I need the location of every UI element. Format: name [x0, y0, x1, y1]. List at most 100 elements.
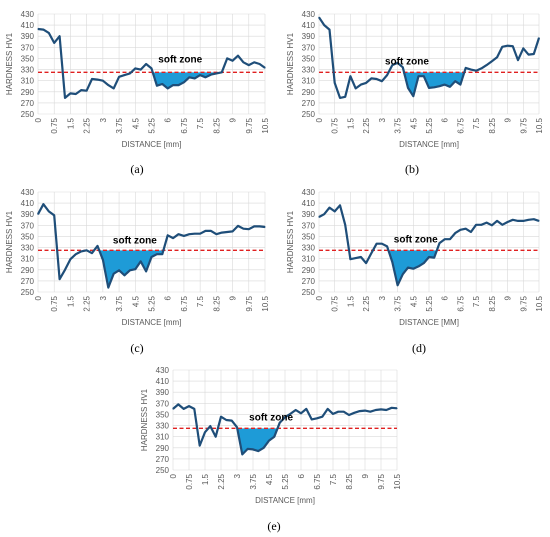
x-tick-label: 7.5	[196, 295, 205, 307]
data-point	[459, 229, 462, 231]
data-point	[221, 71, 223, 73]
data-point	[48, 32, 50, 34]
data-point	[527, 219, 530, 221]
x-tick-label: 2.25	[362, 117, 371, 133]
x-tick-label: 9	[229, 117, 238, 122]
data-point	[423, 75, 425, 77]
data-point	[96, 245, 99, 247]
data-point	[349, 75, 352, 77]
x-tick-label: 1.5	[346, 117, 355, 129]
data-point	[381, 243, 383, 245]
data-point	[188, 405, 190, 407]
x-tick-label: 10.5	[261, 117, 270, 133]
data-point	[348, 414, 350, 416]
y-tick-label: 430	[21, 188, 35, 197]
data-point	[465, 228, 467, 230]
data-point	[221, 231, 223, 234]
x-tick-label: 9	[229, 295, 238, 300]
data-point	[332, 413, 334, 415]
data-point	[226, 231, 228, 233]
data-point	[412, 95, 414, 97]
x-tick-label: 8.25	[212, 117, 221, 133]
y-tick-label: 290	[302, 266, 316, 275]
panel-label: (b)	[405, 162, 419, 176]
y-axis-label: HARDNESS HV1	[140, 388, 149, 451]
data-point	[86, 249, 88, 251]
data-point	[486, 221, 488, 224]
data-point	[323, 24, 325, 26]
x-tick-label: 10.5	[535, 117, 544, 133]
y-tick-label: 390	[156, 388, 170, 397]
data-point	[365, 82, 367, 84]
x-tick-label: 6	[164, 295, 173, 300]
data-point	[380, 408, 382, 411]
y-tick-label: 250	[302, 288, 316, 297]
data-point	[107, 84, 109, 86]
data-point	[360, 256, 362, 258]
data-point	[80, 250, 82, 253]
data-point	[470, 231, 472, 233]
data-point	[527, 53, 530, 56]
data-point	[188, 76, 190, 78]
data-point	[417, 265, 420, 268]
data-point	[134, 67, 136, 70]
data-point	[161, 83, 163, 85]
y-tick-label: 430	[302, 10, 316, 19]
data-point	[444, 238, 446, 240]
x-tick-label: 4.5	[265, 473, 274, 485]
x-tick-label: 3.75	[115, 117, 124, 133]
y-tick-label: 350	[21, 54, 35, 63]
x-tick-label: 3	[99, 117, 108, 122]
data-point	[48, 210, 50, 213]
y-axis-label: HARDNESS HV1	[5, 210, 14, 273]
data-point	[118, 269, 120, 271]
y-tick-label: 410	[21, 199, 35, 208]
data-point	[506, 221, 509, 223]
y-tick-label: 270	[302, 277, 316, 286]
data-point	[454, 232, 456, 234]
data-point	[538, 220, 540, 222]
x-axis-label: DISTANCE [MM]	[399, 318, 459, 327]
data-point	[248, 64, 250, 66]
data-point	[475, 70, 477, 72]
x-tick-label: 1.5	[66, 117, 75, 129]
data-point	[501, 46, 503, 48]
data-point	[423, 262, 425, 264]
data-point	[215, 233, 217, 235]
x-tick-label: 5.25	[425, 117, 434, 133]
y-tick-label: 350	[302, 54, 316, 63]
data-point	[506, 45, 509, 47]
y-tick-label: 370	[21, 43, 35, 52]
data-point	[279, 422, 281, 424]
data-point	[140, 260, 142, 263]
data-point	[156, 85, 158, 87]
y-tick-label: 410	[302, 199, 316, 208]
data-point	[53, 214, 55, 216]
data-point	[188, 233, 190, 235]
x-tick-label: 9.75	[519, 295, 528, 311]
data-point	[209, 425, 211, 427]
y-tick-label: 390	[21, 210, 35, 219]
data-point	[364, 409, 366, 412]
x-tick-label: 4.5	[409, 295, 418, 307]
x-tick-label: 5.25	[425, 295, 434, 311]
y-tick-label: 410	[156, 377, 170, 386]
data-point	[334, 82, 336, 84]
data-point	[353, 412, 355, 414]
y-tick-label: 290	[156, 444, 170, 453]
data-point	[412, 268, 414, 270]
y-tick-label: 350	[21, 232, 35, 241]
x-tick-label: 6	[441, 295, 450, 300]
x-tick-label: 3	[233, 473, 242, 478]
data-point	[167, 234, 169, 236]
x-tick-label: 4.5	[131, 295, 140, 307]
data-point	[91, 252, 93, 254]
data-point	[386, 74, 388, 76]
x-tick-label: 2.25	[83, 295, 92, 311]
y-tick-label: 310	[302, 255, 316, 264]
data-point	[402, 66, 404, 68]
x-tick-label: 6	[164, 117, 173, 122]
y-tick-label: 430	[302, 188, 316, 197]
data-point	[360, 83, 362, 86]
data-point	[199, 74, 201, 76]
